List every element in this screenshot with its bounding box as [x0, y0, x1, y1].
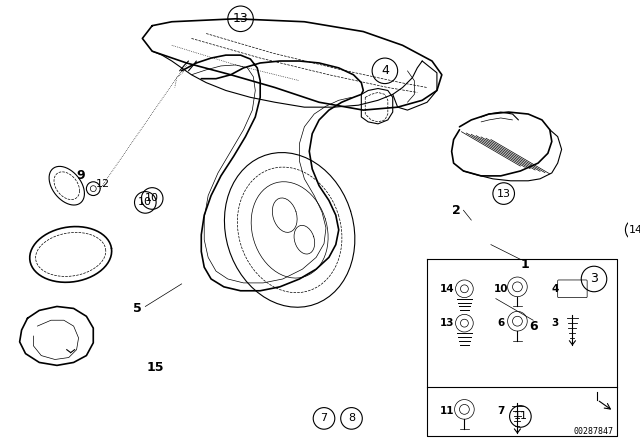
Text: 00287847: 00287847 — [573, 427, 614, 436]
Text: 4: 4 — [381, 65, 389, 78]
Text: 2: 2 — [452, 204, 461, 217]
Text: 9: 9 — [76, 169, 85, 182]
Text: 12: 12 — [96, 179, 110, 189]
Text: 1: 1 — [521, 258, 530, 271]
Text: 6: 6 — [529, 319, 538, 332]
Text: 10: 10 — [493, 284, 508, 294]
Text: 14: 14 — [629, 225, 640, 235]
Text: 10: 10 — [138, 198, 152, 207]
Text: 11: 11 — [513, 411, 527, 422]
Text: 7: 7 — [497, 406, 504, 416]
Text: 6: 6 — [497, 318, 504, 328]
Text: 14: 14 — [440, 284, 454, 294]
Text: 11: 11 — [440, 406, 454, 416]
Text: 7: 7 — [321, 414, 328, 423]
Text: 13: 13 — [233, 12, 248, 25]
Text: 8: 8 — [348, 414, 355, 423]
Text: 5: 5 — [133, 302, 142, 315]
Text: 10: 10 — [145, 194, 159, 203]
Text: 3: 3 — [551, 318, 558, 328]
Text: 13: 13 — [497, 189, 511, 198]
Text: 15: 15 — [147, 361, 164, 374]
Text: 3: 3 — [590, 272, 598, 285]
Text: 13: 13 — [440, 318, 454, 328]
Text: 4: 4 — [551, 284, 559, 294]
